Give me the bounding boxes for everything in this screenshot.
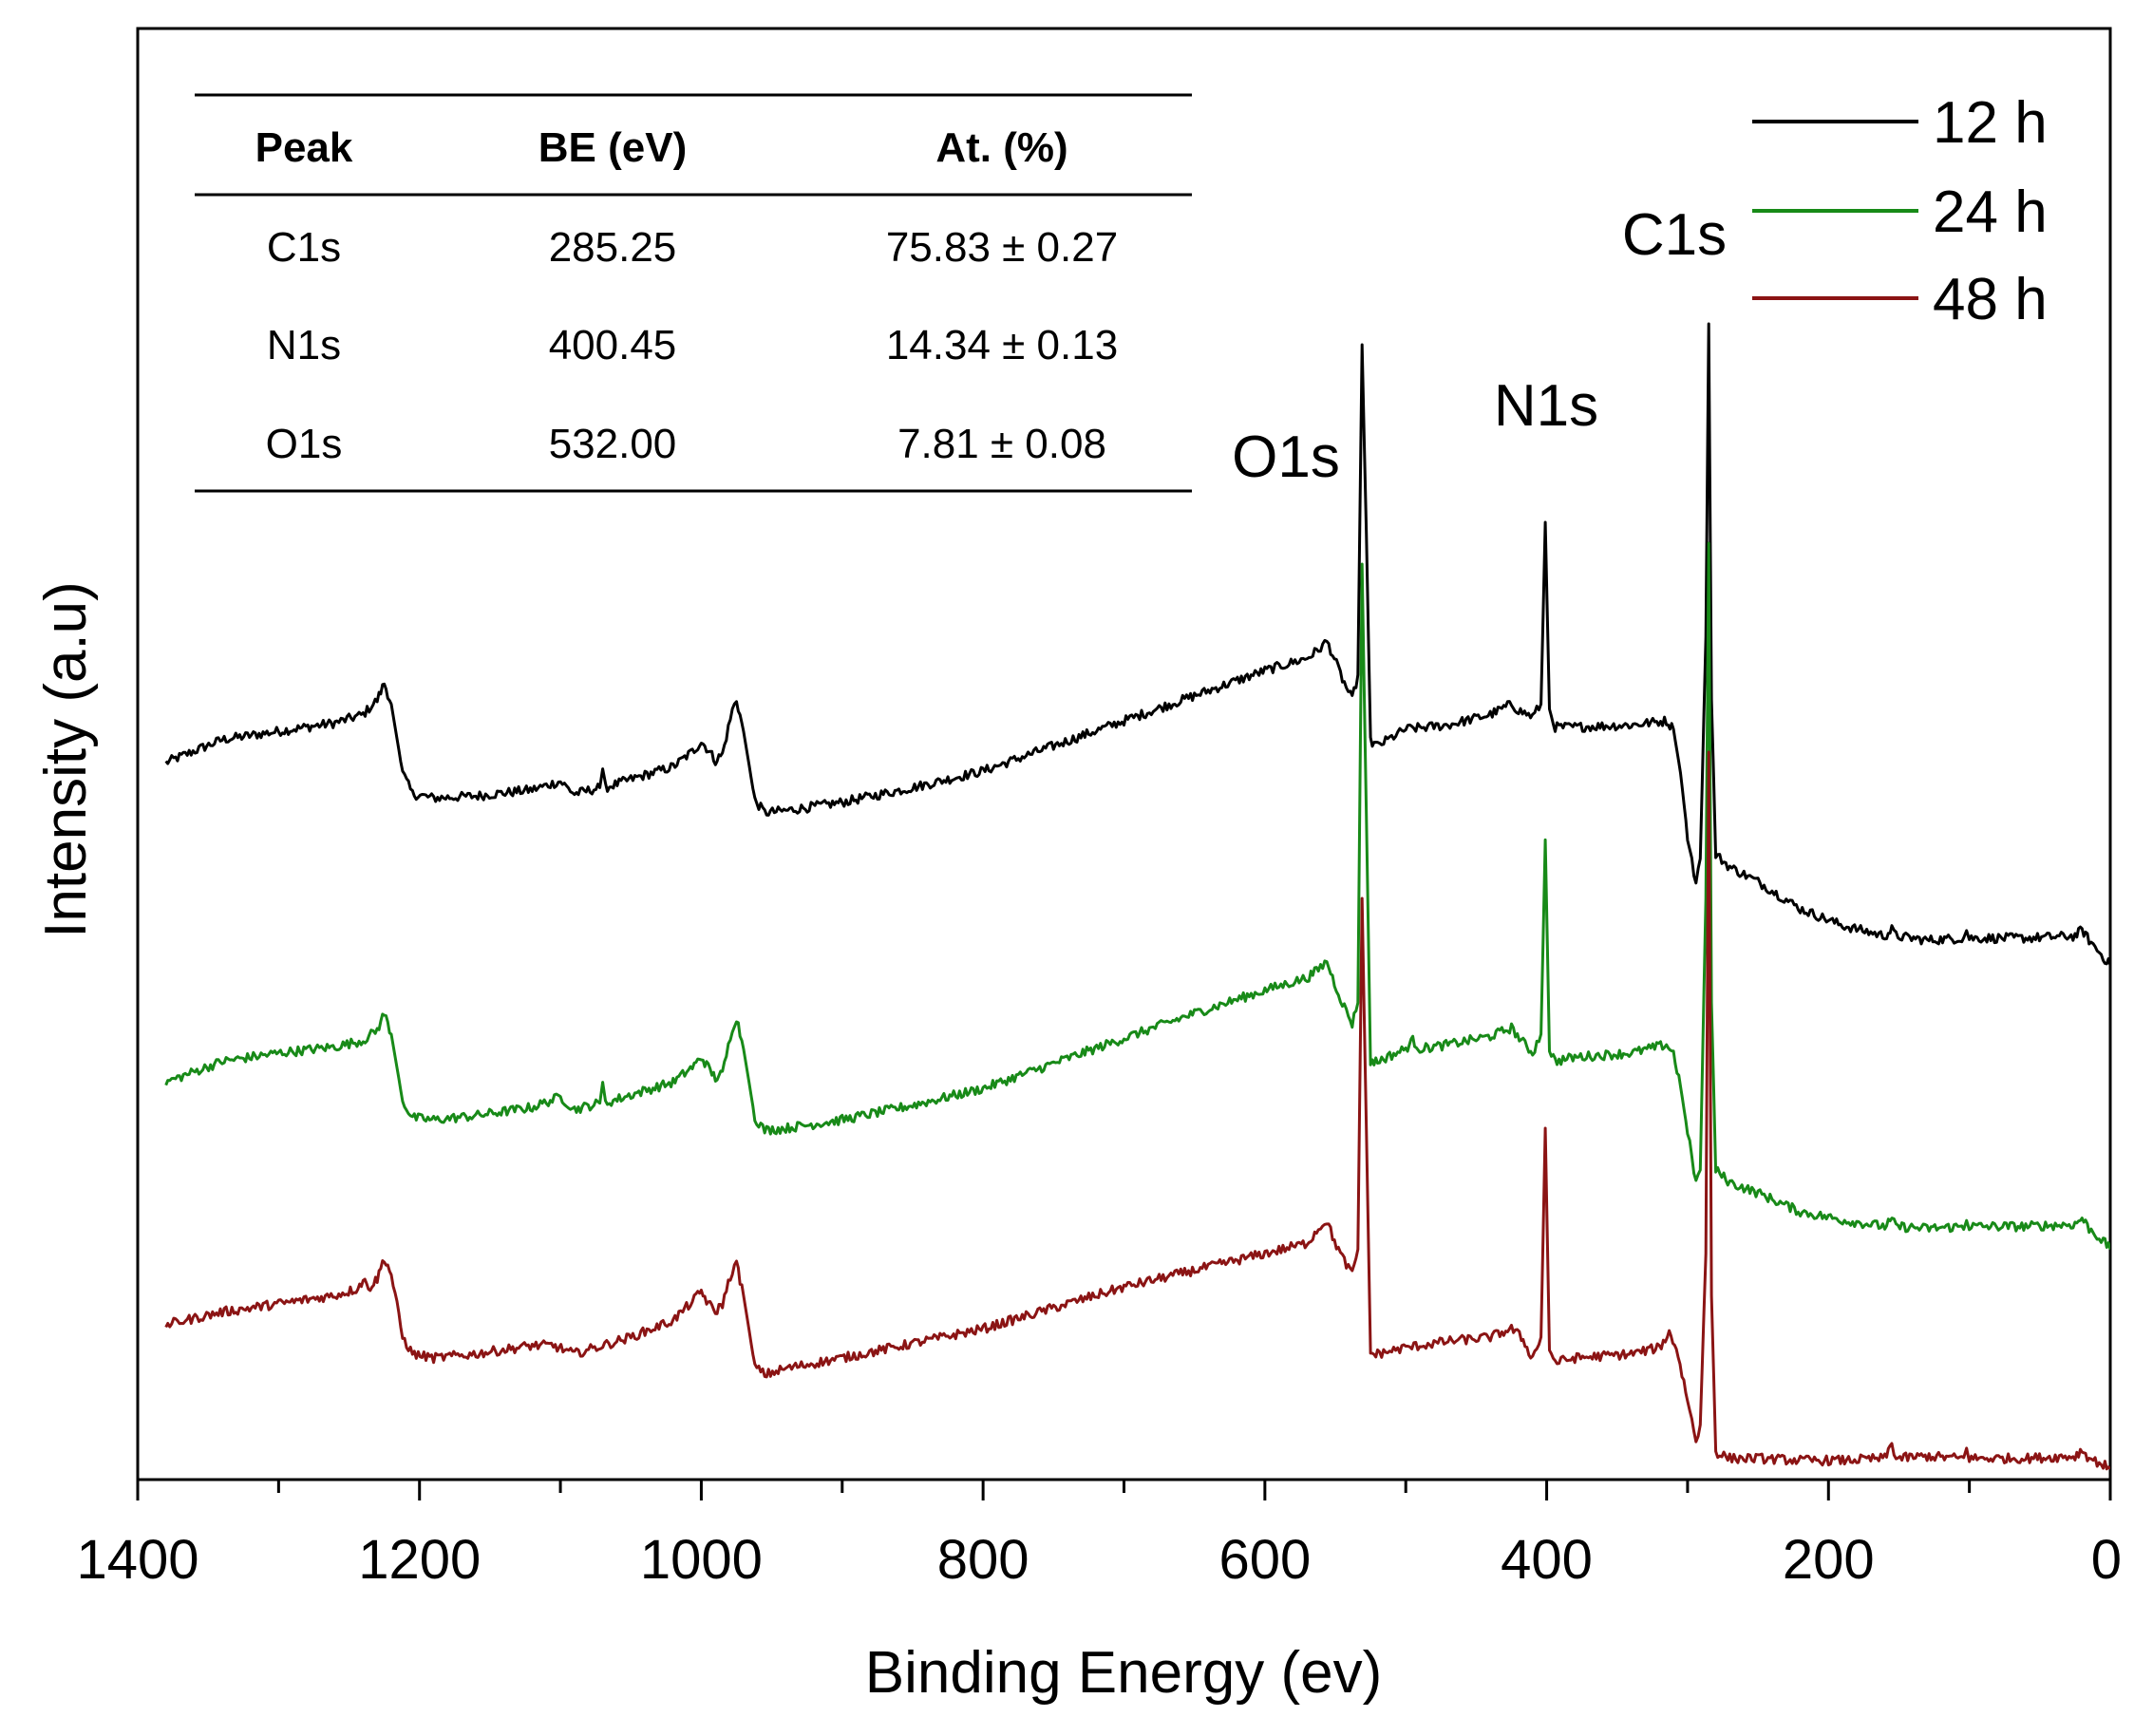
series-group: [164, 322, 2110, 1471]
table-cell: 14.34 ± 0.13: [886, 322, 1118, 368]
table-cell: O1s: [266, 421, 343, 467]
series-line-12h: [164, 322, 2110, 966]
x-tick-label: 400: [1501, 1529, 1593, 1591]
y-axis-label: Intensity (a.u): [33, 581, 99, 938]
x-axis-label: Binding Energy (ev): [865, 1640, 1383, 1706]
table-cell: C1s: [267, 224, 341, 271]
inset-table: Peak BE (eV) At. (%) C1s 285.25 75.83 ± …: [195, 93, 1192, 493]
x-tick-label: 1400: [76, 1529, 198, 1591]
table-cell: 285.25: [549, 224, 677, 271]
series-line-24h: [164, 541, 2110, 1250]
x-tick-label: 200: [1783, 1529, 1875, 1591]
series-line-48h: [164, 750, 2110, 1471]
legend-label-24h: 24 h: [1933, 179, 2048, 245]
table-header-be: BE (eV): [538, 124, 687, 171]
x-tick-label: 1000: [640, 1529, 763, 1591]
legend-label-48h: 48 h: [1933, 267, 2048, 332]
peak-label-n1s: N1s: [1494, 373, 1598, 439]
x-tick-label: 800: [937, 1529, 1029, 1591]
x-tick-label: 600: [1218, 1529, 1311, 1591]
table-cell: N1s: [267, 322, 341, 368]
table-header-at: At. (%): [935, 124, 1067, 171]
legend-label-12h: 12 h: [1933, 90, 2048, 156]
x-axis: 1400 1200 1000 800 600 400 200 0: [76, 1480, 2122, 1591]
table-header-peak: Peak: [255, 124, 353, 171]
table-cell: 532.00: [549, 421, 677, 467]
x-tick-label: 0: [2091, 1529, 2122, 1591]
peak-label-o1s: O1s: [1232, 425, 1340, 490]
table-cell: 75.83 ± 0.27: [886, 224, 1118, 271]
table-cell: 7.81 ± 0.08: [897, 421, 1106, 467]
peak-label-c1s: C1s: [1622, 202, 1727, 268]
x-tick-label: 1200: [358, 1529, 481, 1591]
table-cell: 400.45: [549, 322, 677, 368]
plot-frame: [136, 27, 2112, 1481]
legend: 12 h 24 h 48 h: [1752, 90, 2048, 332]
